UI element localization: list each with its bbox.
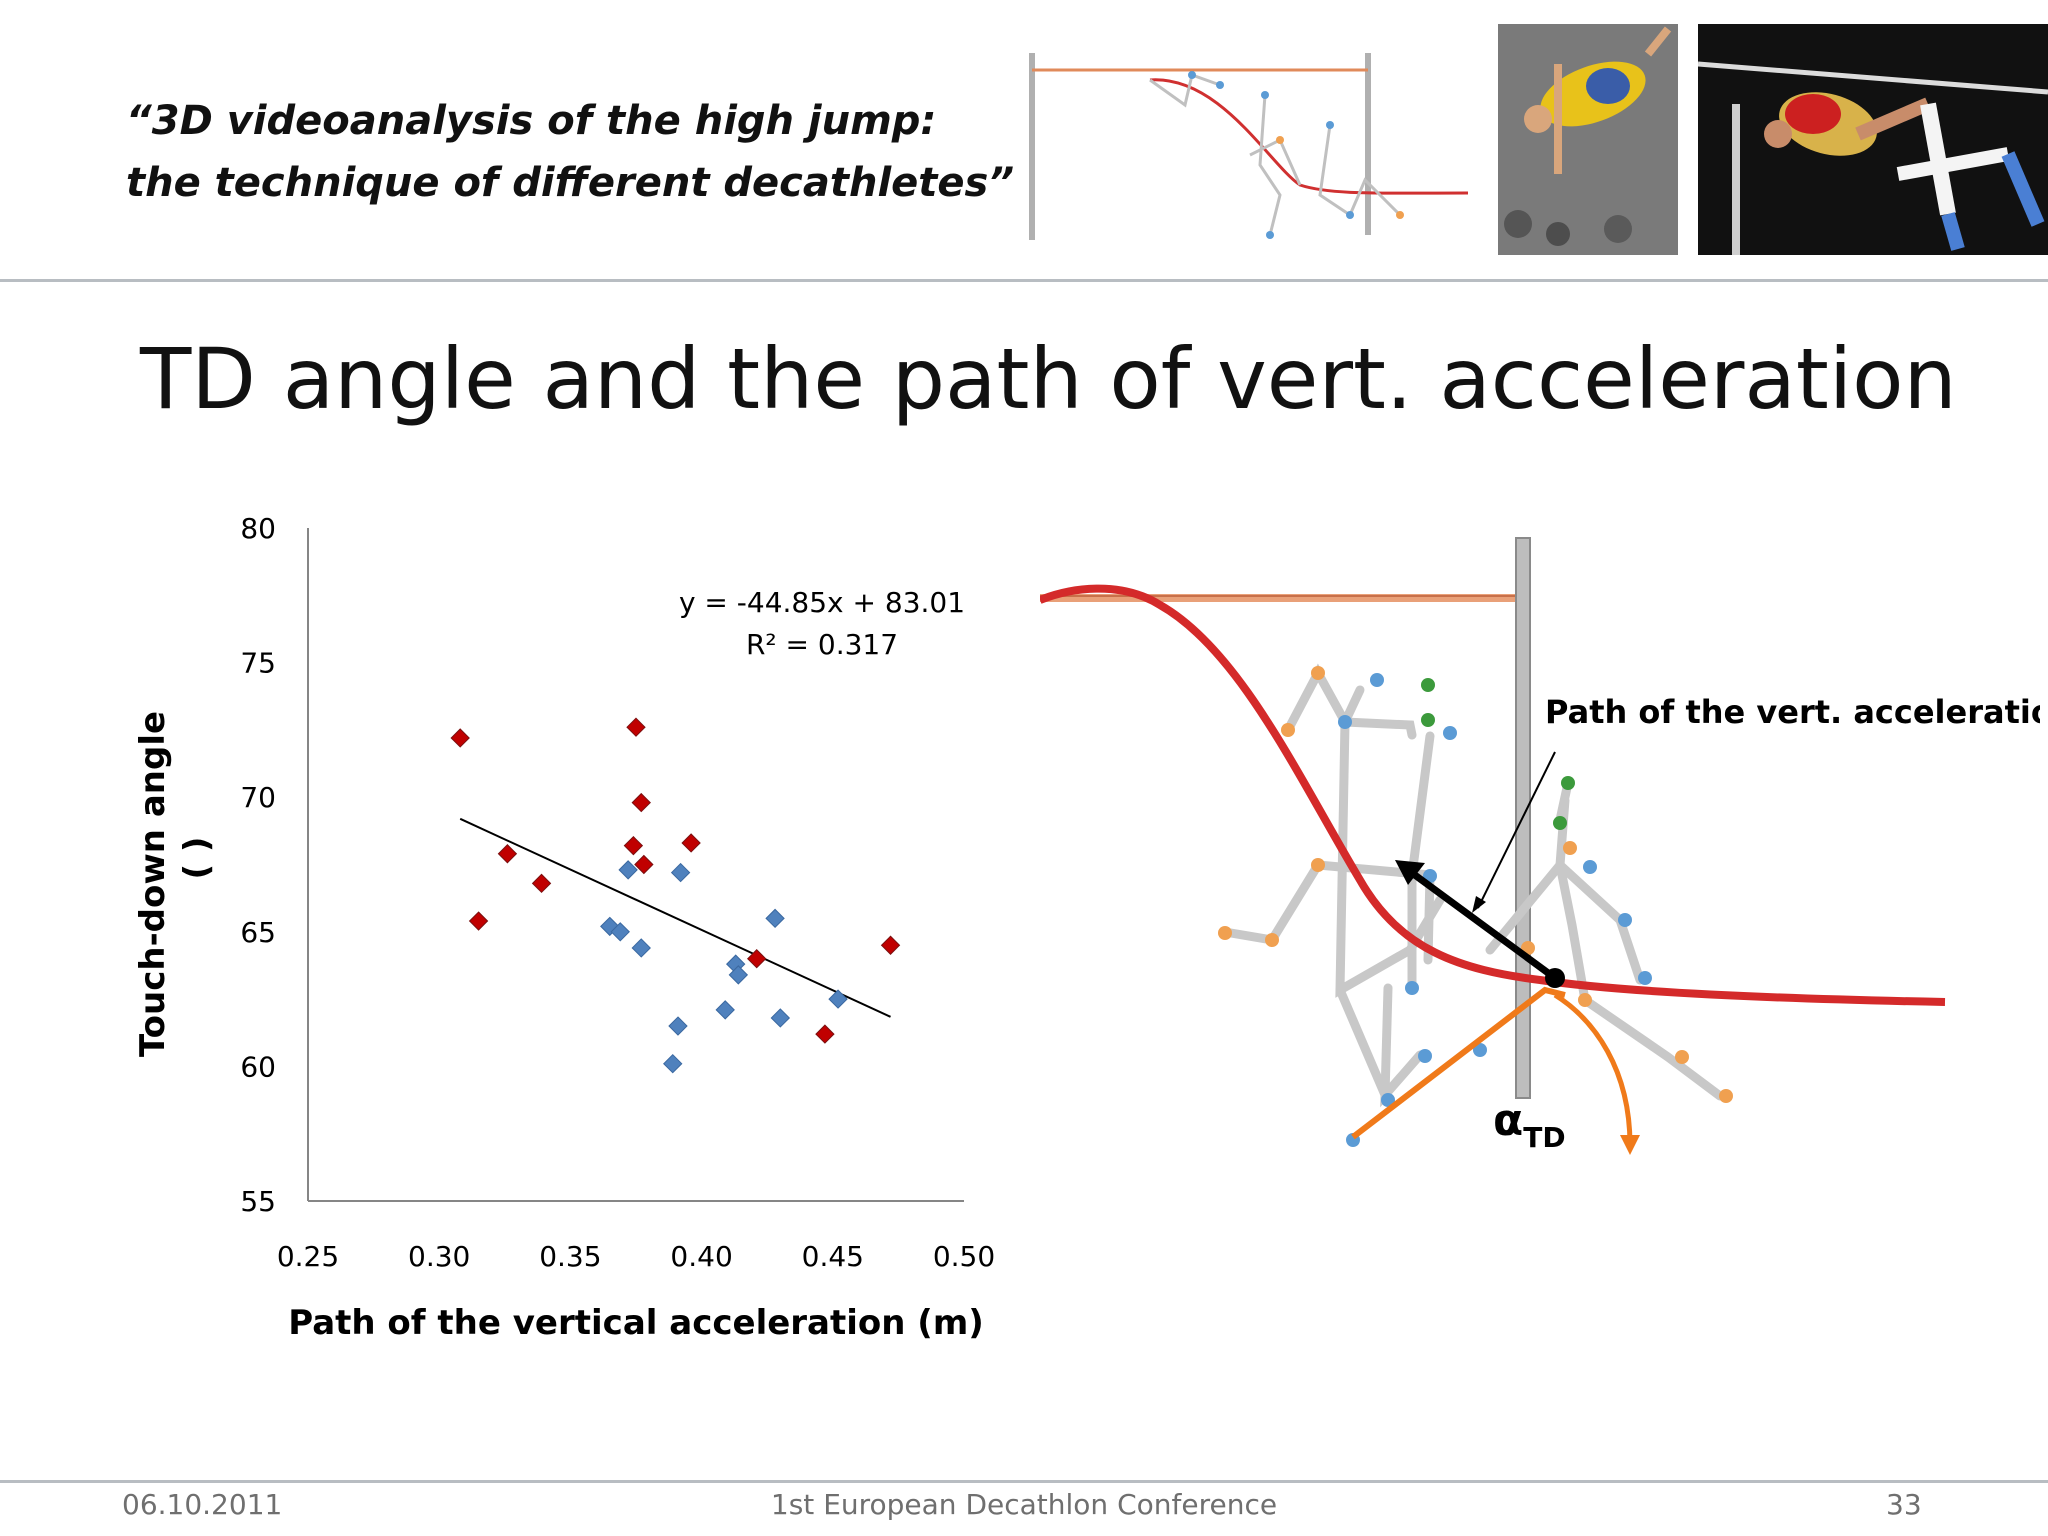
alpha-symbol: α xyxy=(1493,1095,1523,1146)
trendline-equation: y = -44.85x + 83.01 xyxy=(679,586,965,619)
data-point-red xyxy=(468,911,489,931)
data-point-red xyxy=(626,717,646,737)
x-tick-label: 0.30 xyxy=(408,1240,470,1273)
data-point-red xyxy=(634,854,654,875)
data-point-blue xyxy=(618,860,638,880)
trendline xyxy=(459,817,891,1018)
x-tick-label: 0.50 xyxy=(933,1240,995,1273)
data-point-red xyxy=(880,935,901,955)
footer-conference: 1st European Decathlon Conference xyxy=(770,1488,1278,1521)
alpha-td-label: αTD xyxy=(1493,1095,1566,1154)
touchdown-angle-lines xyxy=(1351,986,1566,1140)
alpha-subscript: TD xyxy=(1523,1121,1565,1154)
header-title: “3D videoanalysis of the high jump: the … xyxy=(126,90,1014,214)
data-point-blue xyxy=(828,989,848,1009)
footer-page-number: 33 xyxy=(1886,1488,1922,1521)
x-tick-label: 0.25 xyxy=(277,1240,339,1273)
data-point-blue xyxy=(728,965,749,985)
header-title-line1: “3D videoanalysis of the high jump: xyxy=(126,98,937,144)
x-tick-label: 0.45 xyxy=(802,1240,864,1273)
x-tick-label: 0.40 xyxy=(670,1240,732,1273)
touchdown-diagram: Path of the vert. acceleration αTD xyxy=(1040,537,2040,1155)
data-point-blue xyxy=(631,938,651,958)
touchdown-angle-arc xyxy=(1553,992,1633,1146)
y-tick-label: 55 xyxy=(240,1185,276,1218)
data-point-red xyxy=(450,728,470,748)
x-axis-label: Path of the vertical acceleration (m) xyxy=(288,1303,984,1343)
header-title-line2: the technique of different decathletes” xyxy=(126,160,1015,206)
y-tick-labels: 55 60 65 70 75 80 xyxy=(240,512,276,1218)
header-athlete-photo-1 xyxy=(1498,24,1678,255)
y-tick-label: 60 xyxy=(240,1050,276,1083)
acceleration-vector xyxy=(1405,867,1558,981)
y-axis-label: Touch-down angle xyxy=(133,711,173,1057)
data-point-blue xyxy=(610,922,630,942)
data-point-red xyxy=(531,873,552,894)
data-point-blue xyxy=(765,908,785,929)
data-point-red xyxy=(497,844,518,864)
data-point-red xyxy=(631,792,651,813)
data-point-blue xyxy=(663,1054,683,1074)
crossbar xyxy=(1040,594,1520,602)
center-of-mass-trajectory xyxy=(1040,584,1946,1006)
y-tick-label: 65 xyxy=(240,916,276,949)
y-axis-unit: ( ) xyxy=(177,837,217,880)
data-point-red xyxy=(746,949,767,969)
footer-date: 06.10.2011 xyxy=(122,1488,283,1521)
header-athlete-photo-2 xyxy=(1698,24,2048,255)
trendline-r2: R² = 0.317 xyxy=(746,628,898,661)
data-point-blue xyxy=(770,1008,791,1028)
path-label: Path of the vert. acceleration xyxy=(1545,693,2040,731)
slide-title: TD angle and the path of vert. accelerat… xyxy=(140,330,1957,428)
y-tick-label: 70 xyxy=(240,781,276,814)
data-point-red xyxy=(815,1024,835,1044)
jumper-skeleton xyxy=(1220,663,1725,1108)
data-point-blue xyxy=(668,1016,688,1036)
y-tick-label: 75 xyxy=(240,647,276,680)
footer-divider xyxy=(0,1480,2048,1483)
y-tick-label: 80 xyxy=(240,512,276,545)
x-tick-labels: 0.25 0.30 0.35 0.40 0.45 0.50 xyxy=(277,1240,995,1273)
data-point-blue xyxy=(670,862,691,883)
header-divider xyxy=(0,279,2048,282)
data-point-blue xyxy=(715,1000,735,1020)
joint-markers xyxy=(1218,666,1733,1147)
header-jump-schematic xyxy=(1029,53,1469,240)
data-point-red xyxy=(681,833,701,853)
data-points xyxy=(450,717,901,1074)
label-pointer-line xyxy=(1477,751,1556,909)
x-tick-label: 0.35 xyxy=(539,1240,601,1273)
center-of-mass-point xyxy=(1545,968,1565,988)
data-point-red xyxy=(623,835,644,856)
chart-axes xyxy=(307,528,964,1202)
